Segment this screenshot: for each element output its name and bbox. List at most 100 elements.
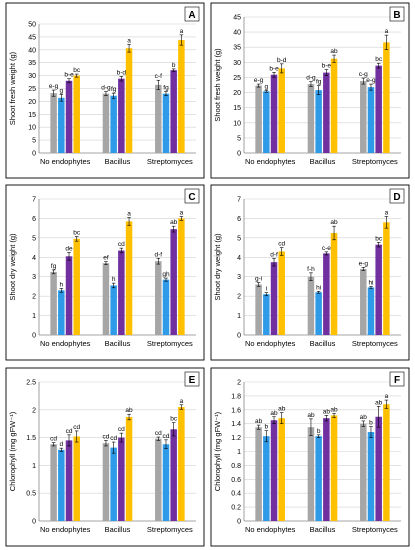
y-tick-label: 0 bbox=[237, 333, 241, 340]
x-category-label: Bacillus bbox=[310, 339, 336, 348]
bar bbox=[170, 429, 177, 521]
bar bbox=[383, 222, 390, 335]
bar bbox=[162, 279, 170, 335]
significance-label: gh bbox=[162, 271, 170, 278]
bar bbox=[110, 285, 117, 335]
y-tick-label: 0.4 bbox=[231, 491, 241, 498]
x-category-label: No endophytes bbox=[40, 157, 91, 166]
bar bbox=[102, 443, 110, 521]
bar bbox=[315, 436, 322, 521]
significance-label: b bbox=[317, 428, 321, 435]
significance-label: bc bbox=[73, 229, 81, 236]
significance-label: a bbox=[180, 209, 184, 216]
bar bbox=[315, 90, 322, 153]
bar bbox=[110, 447, 117, 521]
y-tick-label: 1 bbox=[32, 313, 36, 320]
x-category-label: Streptomyces bbox=[352, 157, 398, 166]
x-category-label: Streptomyces bbox=[352, 339, 398, 348]
bar bbox=[118, 437, 125, 521]
bar bbox=[50, 271, 57, 335]
significance-label: b bbox=[265, 424, 269, 431]
y-tick-label: 1 bbox=[237, 449, 241, 456]
panel-letter: C bbox=[188, 192, 195, 203]
y-tick-label: 0 bbox=[32, 151, 36, 158]
bar bbox=[263, 91, 270, 153]
y-tick-label: 40 bbox=[233, 30, 241, 37]
bar bbox=[323, 72, 330, 153]
bar bbox=[375, 65, 382, 153]
significance-label: g-i bbox=[255, 276, 262, 283]
y-tick-label: 2 bbox=[32, 407, 36, 414]
bar bbox=[330, 58, 338, 153]
y-tick-label: 10 bbox=[28, 125, 36, 132]
bar bbox=[255, 427, 262, 521]
significance-label: a bbox=[385, 28, 389, 35]
x-category-label: No endophytes bbox=[245, 525, 296, 534]
y-tick-label: 0.5 bbox=[26, 491, 36, 498]
y-tick-label: 1 bbox=[237, 313, 241, 320]
significance-label: g bbox=[60, 87, 64, 94]
y-tick-label: 30 bbox=[233, 60, 241, 67]
y-tick-label: 30 bbox=[28, 73, 36, 80]
bar bbox=[65, 80, 73, 153]
x-category-label: Streptomyces bbox=[147, 157, 193, 166]
significance-label: cd bbox=[73, 424, 80, 431]
bar bbox=[162, 444, 170, 521]
bar bbox=[170, 229, 177, 335]
significance-label: d-f bbox=[154, 251, 162, 258]
bar bbox=[375, 416, 382, 521]
x-category-label: Bacillus bbox=[310, 525, 336, 534]
y-tick-label: 5 bbox=[32, 138, 36, 145]
significance-label: cd bbox=[278, 241, 285, 248]
chart-panel-a: 0 5 10 15 20 25 30 35 40 45 50 Shoot fresh weight (… bbox=[5, 2, 205, 179]
significance-label: cd bbox=[118, 426, 125, 433]
significance-label: ab bbox=[330, 219, 338, 226]
bar bbox=[270, 420, 278, 521]
y-tick-label: 35 bbox=[28, 60, 36, 67]
bar bbox=[375, 244, 382, 335]
bar bbox=[118, 250, 125, 335]
x-category-label: Bacillus bbox=[105, 339, 131, 348]
y-tick-label: 20 bbox=[233, 90, 241, 97]
y-tick-label: 0.8 bbox=[231, 463, 241, 470]
y-tick-label: 1.5 bbox=[26, 435, 36, 442]
significance-label: a bbox=[127, 37, 131, 44]
significance-label: ab bbox=[270, 410, 278, 417]
y-tick-label: 7 bbox=[32, 197, 36, 204]
y-tick-label: 45 bbox=[233, 15, 241, 22]
bar bbox=[155, 438, 162, 521]
bar bbox=[278, 418, 285, 521]
y-tick-label: 0 bbox=[237, 151, 241, 158]
significance-label: cd bbox=[66, 428, 73, 435]
x-category-label: No endophytes bbox=[245, 157, 296, 166]
x-category-label: No endophytes bbox=[245, 339, 296, 348]
significance-label: a bbox=[385, 209, 389, 216]
significance-label: ab bbox=[170, 219, 178, 226]
bar bbox=[125, 221, 133, 335]
x-category-label: Streptomyces bbox=[147, 339, 193, 348]
y-tick-label: 35 bbox=[233, 45, 241, 52]
bar bbox=[73, 238, 80, 335]
y-tick-label: 15 bbox=[233, 105, 241, 112]
bar bbox=[367, 87, 375, 153]
y-tick-label: 5 bbox=[32, 235, 36, 242]
y-axis-title: Shoot dry weight (g) bbox=[8, 233, 17, 301]
y-tick-label: 1.6 bbox=[231, 407, 241, 414]
significance-label: b-d bbox=[117, 69, 127, 76]
y-axis-title: Shoot fresh weight (g) bbox=[8, 51, 17, 125]
chart-panel-d: 0 1 2 3 4 5 6 7 Shoot dry weight (g) D No endophyt… bbox=[210, 184, 410, 361]
bar bbox=[155, 84, 162, 153]
significance-label: fg bbox=[51, 263, 57, 270]
y-tick-label: 25 bbox=[28, 86, 36, 93]
panel-letter-box bbox=[389, 6, 405, 22]
chart-panel-e: 0 0.5 1 1.5 2 2.5 Chlorophyll (mg gFW⁻¹) E No en… bbox=[5, 367, 205, 547]
significance-label: ab bbox=[278, 406, 286, 413]
x-category-label: Streptomyces bbox=[352, 525, 398, 534]
y-tick-label: 6 bbox=[32, 216, 36, 223]
x-category-label: Bacillus bbox=[310, 157, 336, 166]
y-tick-label: 1 bbox=[32, 463, 36, 470]
bar bbox=[118, 78, 125, 153]
bar bbox=[50, 93, 57, 153]
significance-label: bc bbox=[375, 235, 383, 242]
